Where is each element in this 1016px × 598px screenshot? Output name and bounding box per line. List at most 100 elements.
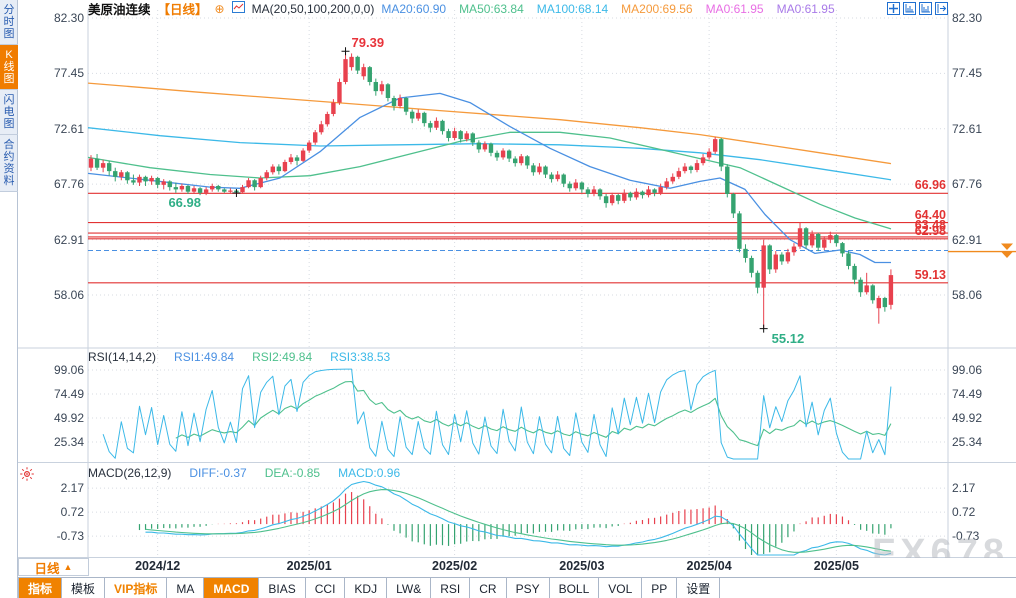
y-axis-label-right: 2.17 (952, 481, 976, 496)
toolbar-tab-指标[interactable]: 指标 (18, 578, 63, 598)
x-axis-scale-icon[interactable] (919, 2, 932, 15)
y-axis-label-right: 67.76 (952, 177, 983, 192)
ma-line-MA200 (87, 82, 892, 165)
period-arrow-icon: ▲ (63, 562, 73, 572)
chart-canvas[interactable] (0, 0, 1016, 560)
toolbar-tab-BIAS[interactable]: BIAS (259, 578, 306, 598)
toolbar-tab-PP[interactable]: PP (642, 578, 678, 598)
date-label-2025/03: 2025/03 (559, 559, 605, 573)
indicator-toolbar: 指标 模板 VIP指标 MA MACD BIAS CCI KDJ LW& RSI CR PSY BOLL… (18, 577, 1016, 598)
y-axis-scale-icon[interactable] (903, 2, 916, 15)
sidebar-tab-contract-info[interactable]: 合约资料 (0, 135, 18, 192)
instrument-title: 美原油连续 (88, 3, 151, 17)
price-marker-cross-79.39 (341, 47, 350, 56)
toolbar-tab-RSI[interactable]: RSI (431, 578, 471, 598)
chart-window-tools (887, 2, 948, 15)
y-axis-label-left: -0.73 (56, 529, 84, 544)
ma-chart-icon[interactable] (231, 1, 245, 16)
y-axis-label-right: 58.06 (952, 287, 983, 302)
toolbar-tab-VIP指标[interactable]: VIP指标 (105, 578, 168, 598)
y-axis-label-right: 77.45 (952, 66, 983, 81)
y-axis-label-right: 72.61 (952, 121, 983, 136)
toolbar-tab-MA[interactable]: MA (167, 578, 205, 598)
grid-layer (88, 10, 948, 557)
pane-borders (18, 10, 1016, 558)
sidebar-spacer (0, 192, 17, 598)
candles-layer (88, 51, 894, 329)
level-label-62.98: 62.98 (914, 223, 946, 238)
left-sidebar: 分时图 K线图 闪电图 合约资料 (0, 0, 18, 598)
time-axis-row: 日线 ▲ 2024/12 2025/01 2025/02 2025/03 2025/04… (18, 558, 1016, 577)
toolbar-tab-KDJ[interactable]: KDJ (345, 578, 388, 598)
level-label-66.96: 66.96 (914, 178, 946, 193)
y-axis-label-left: 2.17 (60, 481, 84, 496)
price-marker-cross-55.12 (759, 324, 768, 333)
macd-header: MACD(26,12,9) DIFF:-0.37 DEA:-0.85 MACD:0.… (88, 466, 400, 480)
macd-value: DIFF:-0.37 (189, 466, 247, 480)
period-label: 日线 (34, 561, 60, 576)
ma-overlays-layer (87, 82, 892, 264)
y-axis-label-right: 25.34 (952, 435, 983, 449)
annotation-label-66.98: 66.98 (168, 195, 201, 211)
y-axis-label-right: 82.30 (952, 11, 983, 25)
rsi-value: RSI2:49.84 (252, 350, 313, 364)
rsi-value: RSI1:49.84 (174, 350, 235, 364)
crosshair-tool-icon[interactable] (887, 2, 900, 15)
date-label-2025/02: 2025/02 (432, 559, 478, 573)
toolbar-tab-CCI[interactable]: CCI (306, 578, 346, 598)
ma-settings-label: MA(20,50,100,200,0,0) (251, 1, 375, 16)
toolbar-tab-CR[interactable]: CR (470, 578, 507, 598)
toolbar-tab-MACD[interactable]: MACD (204, 578, 260, 598)
y-axis-label-left: 77.45 (53, 66, 84, 81)
rsi-value: RSI3:38.53 (330, 350, 391, 364)
rsi-layer (102, 368, 892, 460)
date-label-2025/01: 2025/01 (286, 559, 332, 573)
y-axis-label-left: 72.61 (53, 121, 84, 136)
price-marker-cross-66.98 (232, 189, 241, 198)
level-label-63.48: 63.48 (914, 218, 946, 233)
y-axis-label-right: -0.73 (952, 529, 980, 544)
alert-line-layer (88, 243, 1016, 259)
date-label-2025/04: 2025/04 (686, 559, 732, 573)
ma-line-MA100 (87, 127, 892, 181)
ma-legend-MA20: MA20:60.90 (381, 1, 447, 16)
y-axis-label-left: 0.72 (60, 505, 84, 520)
ma-line-MA20 (87, 92, 891, 264)
ma-legend-MA0-a: MA0:61.95 (705, 1, 764, 16)
toolbar-tab-设置[interactable]: 设置 (677, 578, 721, 598)
toolbar-tab-LW&[interactable]: LW& (387, 578, 432, 598)
y-axis-label-right: 0.72 (952, 505, 976, 520)
rsi-header: RSI(14,14,2) RSI1:49.84 RSI2:49.84 RSI3:38… (88, 350, 390, 364)
sidebar-tab-flash[interactable]: 闪电图 (0, 90, 18, 135)
ma-legend-MA200: MA200:69.56 (621, 1, 693, 16)
toolbar-tab-BOLL[interactable]: BOLL (550, 578, 600, 598)
sidebar-tab-timeshare[interactable]: 分时图 (0, 0, 18, 45)
y-axis-label-left: 62.91 (53, 232, 84, 247)
y-axis-label-left: 74.49 (53, 387, 84, 401)
ma-legend-MA0-b: MA0:61.95 (776, 1, 835, 16)
indicator-settings-sun-icon[interactable] (20, 467, 34, 486)
period-selector[interactable]: 日线 ▲ (18, 558, 89, 576)
add-indicator-icon[interactable]: ⊕ (214, 1, 225, 16)
ma-legend-MA100: MA100:68.14 (536, 1, 609, 16)
y-axis-label-left: 99.06 (53, 363, 84, 377)
macd-value: MACD:0.96 (338, 466, 401, 480)
pane-shift-icon[interactable] (935, 2, 948, 15)
date-label-2024/12: 2024/12 (135, 559, 181, 573)
toolbar-tab-VOL[interactable]: VOL (599, 578, 643, 598)
alert-price-marker-icon[interactable] (1001, 243, 1013, 259)
period-tag: 【日线】 (157, 3, 208, 17)
y-axis-label-right: 62.91 (952, 232, 983, 247)
toolbar-tab-模板[interactable]: 模板 (62, 578, 106, 598)
macd-params-label: MACD(26,12,9) (88, 466, 172, 480)
y-axis-label-left: 82.30 (53, 11, 84, 25)
sidebar-tab-kline[interactable]: K线图 (0, 45, 18, 90)
y-axis-label-right: 49.92 (952, 411, 983, 425)
macd-value: DEA:-0.85 (264, 466, 321, 480)
annotation-label-55.12: 55.12 (771, 330, 805, 346)
y-axis-label-left: 58.06 (53, 287, 84, 302)
toolbar-tab-PSY[interactable]: PSY (507, 578, 550, 598)
level-label-59.13: 59.13 (914, 267, 946, 282)
y-axis-label-left: 25.34 (53, 435, 84, 449)
